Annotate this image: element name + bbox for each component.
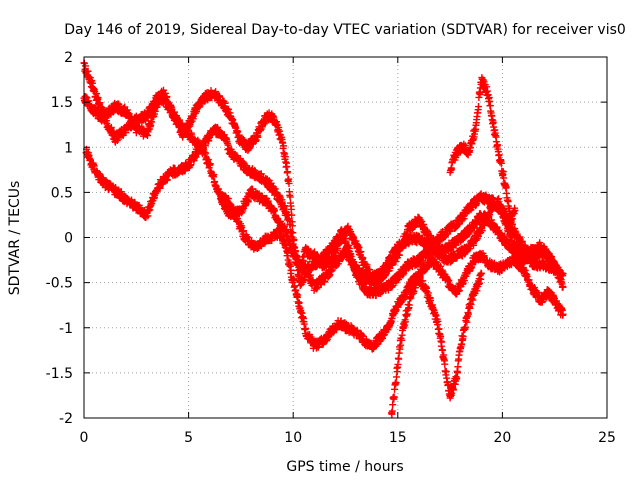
data-point — [286, 193, 294, 201]
data-point — [448, 165, 456, 173]
data-point — [438, 346, 446, 354]
data-point — [395, 355, 403, 363]
data-point — [113, 137, 121, 145]
data-point — [389, 401, 397, 409]
data-point — [392, 373, 400, 381]
data-point — [283, 162, 291, 170]
data-points — [80, 59, 567, 418]
data-point — [92, 104, 100, 112]
data-point — [302, 325, 310, 333]
data-point — [144, 114, 152, 122]
data-point — [210, 171, 218, 179]
data-point — [93, 90, 101, 98]
data-point — [473, 199, 481, 207]
data-point — [442, 368, 450, 376]
data-point — [94, 94, 102, 102]
data-point — [147, 118, 155, 126]
data-point — [202, 149, 210, 157]
data-point — [206, 160, 214, 168]
data-point — [81, 62, 89, 70]
series-track-2 — [80, 87, 567, 294]
data-point — [397, 341, 405, 349]
data-point — [399, 271, 407, 279]
data-point — [441, 360, 449, 368]
chart-title: Day 146 of 2019, Sidereal Day-to-day VTE… — [64, 22, 626, 38]
data-point — [438, 338, 446, 346]
data-point — [395, 349, 403, 357]
data-point — [161, 89, 169, 97]
data-point — [270, 206, 278, 214]
data-point — [244, 197, 252, 205]
data-point — [284, 168, 292, 176]
data-point — [151, 101, 159, 109]
